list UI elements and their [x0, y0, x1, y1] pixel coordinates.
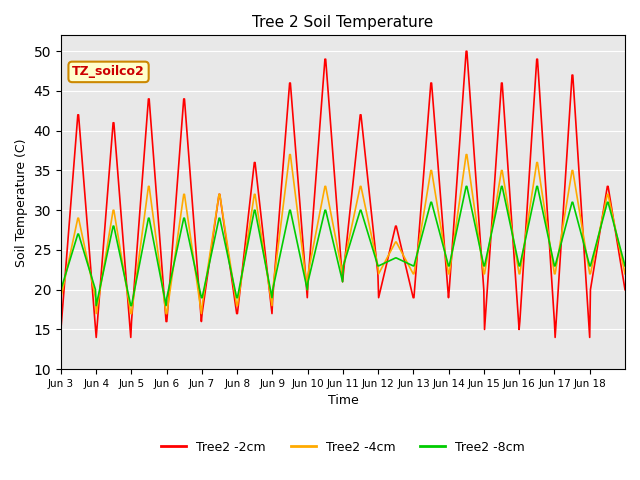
Tree2 -4cm	[124, 293, 132, 299]
Tree2 -8cm	[434, 221, 442, 227]
Line: Tree2 -8cm: Tree2 -8cm	[61, 186, 625, 306]
X-axis label: Time: Time	[328, 395, 358, 408]
Tree2 -2cm	[621, 287, 629, 293]
Tree2 -8cm	[462, 183, 470, 189]
Tree2 -4cm	[286, 152, 294, 157]
Title: Tree 2 Soil Temperature: Tree 2 Soil Temperature	[252, 15, 433, 30]
Tree2 -2cm	[402, 264, 410, 269]
Tree2 -4cm	[255, 220, 263, 226]
Tree2 -2cm	[228, 275, 236, 280]
Tree2 -2cm	[255, 199, 263, 205]
Tree2 -4cm	[277, 222, 285, 228]
Tree2 -8cm	[277, 249, 285, 254]
Line: Tree2 -2cm: Tree2 -2cm	[61, 51, 625, 337]
Y-axis label: Soil Temperature (C): Soil Temperature (C)	[15, 138, 28, 266]
Tree2 -2cm	[434, 155, 442, 161]
Tree2 -8cm	[402, 260, 410, 265]
Tree2 -4cm	[621, 271, 629, 276]
Tree2 -4cm	[435, 208, 442, 214]
Tree2 -4cm	[57, 295, 65, 300]
Tree2 -4cm	[228, 269, 236, 275]
Tree2 -2cm	[124, 297, 132, 303]
Tree2 -4cm	[403, 259, 410, 264]
Tree2 -8cm	[57, 287, 65, 293]
Tree2 -8cm	[255, 230, 263, 236]
Tree2 -8cm	[92, 303, 100, 309]
Tree2 -2cm	[57, 326, 65, 332]
Tree2 -8cm	[124, 289, 132, 295]
Tree2 -2cm	[462, 48, 470, 54]
Tree2 -2cm	[92, 335, 100, 340]
Line: Tree2 -4cm: Tree2 -4cm	[61, 155, 625, 313]
Legend: Tree2 -2cm, Tree2 -4cm, Tree2 -8cm: Tree2 -2cm, Tree2 -4cm, Tree2 -8cm	[156, 435, 530, 458]
Tree2 -8cm	[621, 263, 629, 269]
Tree2 -8cm	[228, 271, 236, 276]
Tree2 -4cm	[92, 311, 100, 316]
Text: TZ_soilco2: TZ_soilco2	[72, 65, 145, 78]
Tree2 -2cm	[277, 192, 285, 198]
